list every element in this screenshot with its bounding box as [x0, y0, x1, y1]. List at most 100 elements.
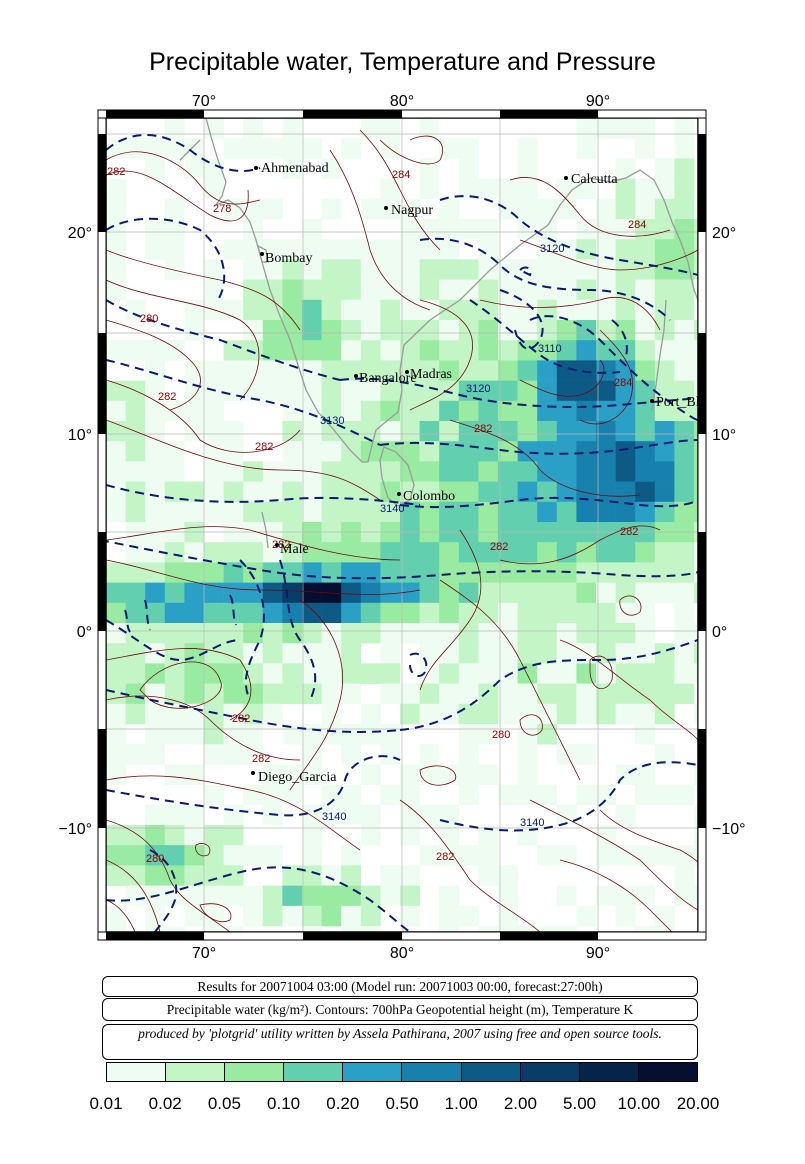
pw-cell	[654, 643, 675, 664]
pw-cell	[674, 501, 695, 523]
pw-cell	[635, 501, 656, 523]
pw-cell	[596, 259, 616, 280]
pw-cell	[243, 501, 264, 523]
pw-cell	[164, 400, 185, 422]
pw-cell	[262, 562, 283, 583]
pw-cell	[517, 279, 538, 301]
pw-cell	[439, 764, 460, 785]
pw-cell	[694, 663, 698, 684]
pw-cell	[106, 481, 126, 503]
pw-cell	[400, 683, 420, 705]
pw-cell	[321, 340, 342, 361]
pw-cell	[458, 219, 479, 240]
colorbar-swatch	[461, 1063, 521, 1081]
pw-cell	[204, 825, 224, 846]
pw-cell	[380, 259, 401, 280]
pw-cell	[576, 582, 597, 604]
pw-cell	[596, 340, 616, 361]
pw-cell	[419, 421, 440, 442]
pw-cell	[282, 340, 303, 361]
pw-cell	[341, 542, 362, 563]
pw-cell	[576, 905, 597, 927]
pw-cell	[517, 219, 538, 240]
pw-cell	[635, 219, 656, 240]
pw-cell	[380, 542, 401, 563]
pw-cell	[694, 360, 698, 381]
pw-cell	[458, 481, 479, 503]
pw-cell	[321, 380, 342, 402]
pw-cell	[341, 885, 362, 907]
pw-cell	[615, 239, 636, 260]
pw-cell	[164, 501, 185, 523]
pw-cell	[458, 683, 479, 705]
pw-cell	[145, 239, 166, 260]
pw-cell	[302, 380, 322, 402]
pw-cell	[302, 219, 322, 240]
geopotential-label: 3140	[380, 503, 404, 515]
pw-cell	[184, 158, 205, 179]
pw-cell	[537, 784, 558, 806]
pw-cell	[302, 542, 322, 563]
pw-cell	[478, 643, 499, 664]
pw-cell	[164, 804, 185, 826]
pw-cell	[596, 885, 616, 907]
geopotential-label: 3130	[320, 415, 344, 427]
pw-cell	[537, 562, 558, 583]
pw-cell	[223, 380, 244, 402]
pw-cell	[282, 905, 303, 927]
x-tick-top: 90°	[586, 93, 610, 110]
pw-cell	[674, 158, 695, 179]
pw-cell	[439, 683, 460, 705]
pw-cell	[282, 259, 303, 280]
pw-cell	[674, 542, 695, 563]
pw-cell	[419, 562, 440, 583]
pw-cell	[674, 643, 695, 664]
pw-cell	[439, 562, 460, 583]
pw-cell	[302, 905, 322, 927]
pw-cell	[184, 299, 205, 321]
pw-cell	[478, 623, 499, 644]
pw-cell	[360, 259, 381, 280]
pw-cell	[204, 643, 224, 664]
pw-cell	[380, 663, 401, 684]
pw-cell	[635, 118, 656, 139]
pw-cell	[556, 198, 577, 220]
pw-cell	[596, 784, 616, 806]
pw-cell	[517, 320, 538, 341]
colorbar-label: 0.05	[207, 1094, 241, 1113]
pw-cell	[615, 663, 636, 684]
pw-cell	[302, 865, 322, 886]
pw-cell	[223, 663, 244, 684]
pw-cell	[654, 926, 675, 932]
pw-cell	[204, 178, 224, 200]
pw-cell	[537, 724, 558, 745]
pw-cell	[419, 501, 440, 523]
pw-cell	[380, 320, 401, 341]
credits-box: produced by 'plotgrid' utility written b…	[102, 1024, 698, 1060]
pw-cell	[615, 582, 636, 604]
temp-label: 282	[272, 539, 290, 551]
pw-cell	[302, 360, 322, 381]
pw-cell	[360, 340, 381, 361]
pw-cell	[596, 299, 616, 321]
pw-cell	[106, 602, 126, 624]
pw-cell	[125, 885, 146, 907]
pw-cell	[380, 421, 401, 442]
pw-cell	[419, 582, 440, 604]
pw-cell	[537, 299, 558, 321]
geopotential-label: 3120	[466, 383, 490, 395]
pw-cell	[635, 724, 656, 745]
pw-cell	[596, 562, 616, 583]
pw-cell	[282, 542, 303, 563]
pw-cell	[517, 582, 538, 604]
pw-cell	[674, 279, 695, 301]
pw-cell	[635, 360, 656, 381]
pw-cell	[635, 926, 656, 932]
pw-cell	[341, 138, 362, 159]
pw-cell	[302, 299, 322, 321]
pw-cell	[596, 501, 616, 523]
pw-cell	[380, 400, 401, 422]
pw-cell	[478, 219, 499, 240]
pw-cell	[498, 340, 518, 361]
pw-cell	[556, 804, 577, 826]
